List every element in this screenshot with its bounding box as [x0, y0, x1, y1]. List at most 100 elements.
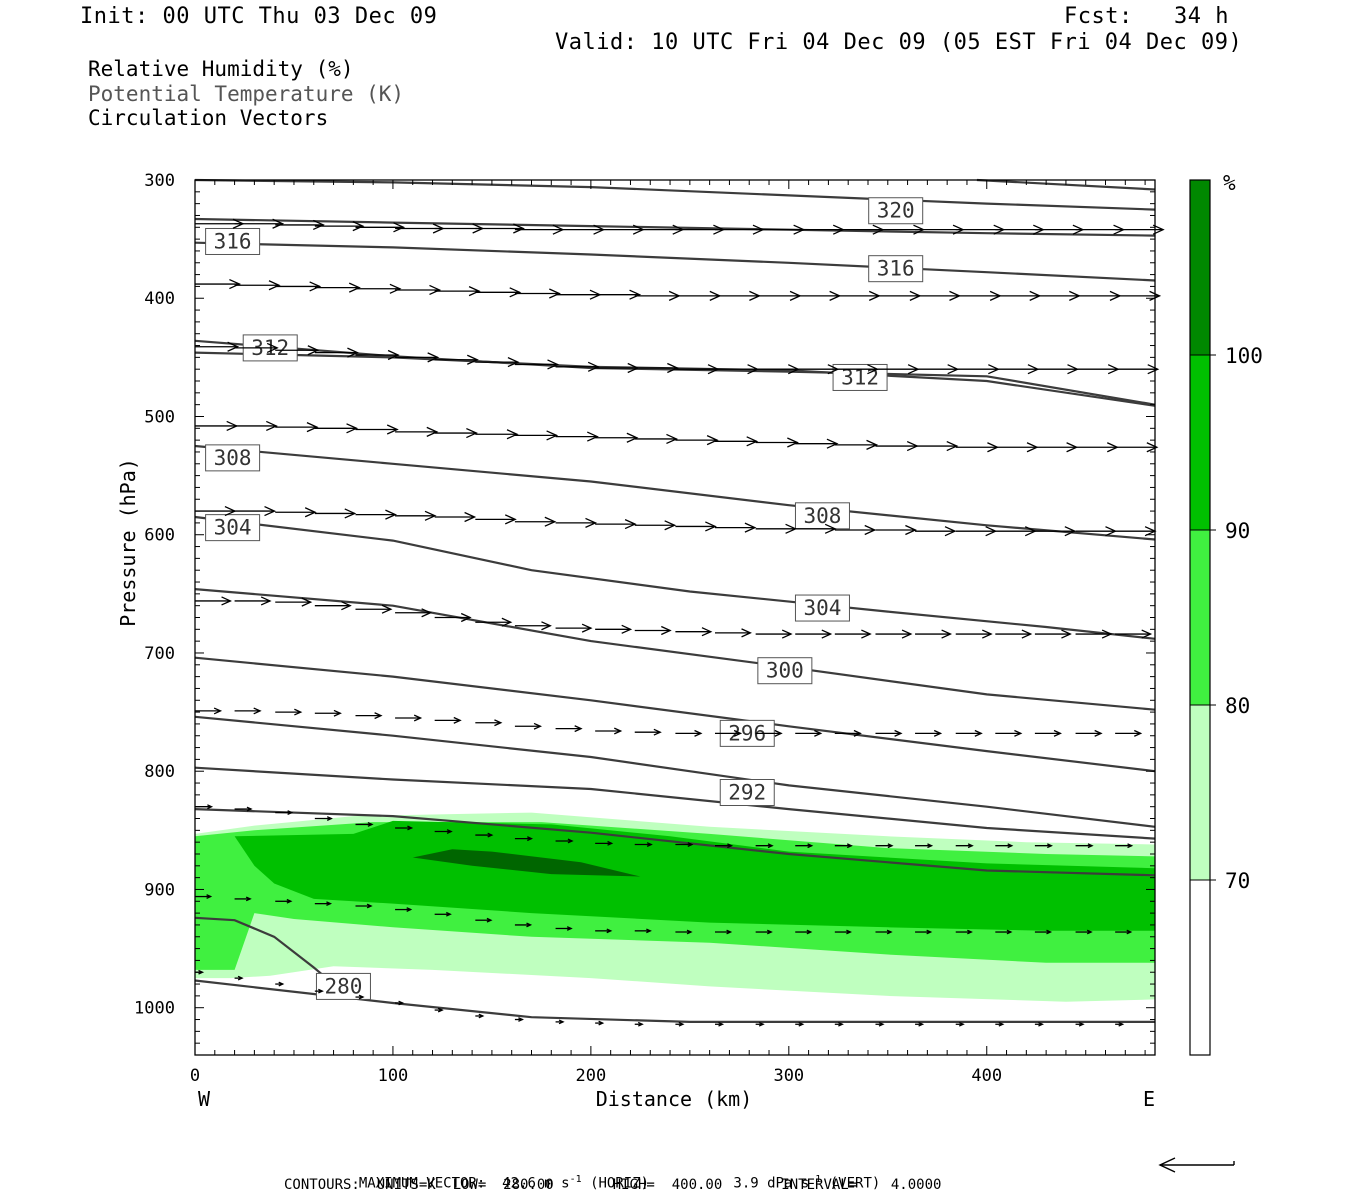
vector-head [494, 719, 503, 727]
vector-head [513, 223, 525, 234]
vector-arrow [995, 290, 1042, 301]
vector-arrow [634, 433, 679, 445]
vector-arrow [634, 520, 677, 531]
vector-head [294, 708, 303, 716]
contour-label-box [757, 657, 813, 685]
vector-head [629, 289, 642, 300]
vector-head [424, 510, 437, 521]
vector-head [741, 628, 752, 638]
vector-arrow [234, 975, 244, 981]
vector-head [727, 843, 734, 849]
vector-arrow [434, 612, 472, 623]
theta-contour-304 [194, 515, 1156, 640]
vector-head [826, 438, 839, 449]
vector-arrow [514, 836, 533, 842]
vector-arrow [195, 707, 223, 715]
vector-arrow [434, 829, 453, 834]
x-tick-label-100: 100 [378, 1066, 409, 1086]
vector-head [333, 709, 342, 717]
vector-head [478, 1013, 485, 1019]
vector-arrow [434, 511, 477, 523]
vector-arrow [395, 426, 439, 437]
contour-label-320: 320 [877, 199, 915, 223]
vector-head [1141, 629, 1153, 639]
vector-arrow [714, 729, 743, 737]
vector-head [853, 729, 862, 737]
vector-head [426, 426, 439, 437]
vector-head [445, 911, 452, 917]
vector-arrow [995, 364, 1040, 375]
vector-head [967, 843, 974, 849]
vector-head [781, 629, 793, 639]
vector-head [846, 929, 853, 935]
theta-contour-288 [194, 766, 1156, 840]
vector-head [427, 352, 440, 363]
vector-arrow [634, 625, 672, 636]
vector-arrow [675, 627, 713, 637]
vector-head [437, 1007, 444, 1013]
vector-arrow [675, 364, 720, 375]
vector-arrow [1034, 1021, 1044, 1027]
vector-head [268, 280, 281, 291]
vector-arrow [395, 1000, 405, 1006]
vector-arrow [1075, 442, 1119, 453]
vector-arrow [355, 424, 399, 435]
vector-head [566, 926, 573, 931]
theta-contour-296 [194, 656, 1156, 773]
vector-arrow [555, 517, 598, 528]
vector-head [886, 929, 893, 935]
vector-arrow [834, 843, 853, 849]
vector-head [421, 608, 433, 618]
vector-arrow [955, 1021, 965, 1027]
vector-head [486, 917, 493, 923]
vector-head [787, 437, 799, 448]
contour-label-box [205, 227, 261, 255]
vector-head [821, 629, 833, 639]
vector-arrow [714, 843, 734, 849]
vector-arrow [795, 629, 833, 639]
vector-head [664, 520, 677, 531]
vector-head [946, 440, 959, 452]
vector-arrow [595, 624, 633, 634]
vector-arrow [955, 929, 973, 935]
vector-arrow [634, 928, 652, 934]
vector-head [398, 1000, 405, 1006]
vector-arrow [355, 712, 383, 720]
vector-head [526, 922, 533, 928]
vector-arrow [395, 352, 440, 363]
vector-arrow [1115, 929, 1133, 935]
vector-head [574, 725, 583, 733]
vector-head [264, 505, 277, 517]
y-tick-label-600: 600 [144, 526, 175, 546]
vector-arrow [1115, 729, 1143, 737]
vector-head [705, 521, 717, 532]
vector-head [1053, 729, 1062, 737]
vector-head [758, 1021, 765, 1027]
rh-region-100 [412, 849, 641, 877]
vector-head [967, 929, 973, 935]
vector-head [614, 727, 623, 735]
max-vector-horiz: 42.6 m s [502, 1175, 570, 1192]
vector-head [726, 929, 733, 935]
vector-head [501, 617, 513, 627]
vector-arrow [915, 440, 959, 452]
reference-vector-arrow [1158, 1157, 1235, 1173]
vector-arrow [675, 729, 703, 737]
vector-head [646, 842, 653, 847]
vector-arrow [514, 516, 557, 527]
vert-exponent: -1 [809, 1174, 822, 1185]
y-tick-label-300: 300 [144, 171, 175, 191]
vector-arrow [395, 608, 433, 618]
vector-arrow [834, 290, 881, 301]
vector-arrow [514, 621, 552, 631]
y-tick-label-500: 500 [144, 407, 175, 427]
vector-arrow [234, 707, 262, 715]
vector-head [1152, 224, 1165, 235]
vector-head [814, 729, 823, 737]
vector-arrow [275, 981, 285, 987]
vector-head [878, 1021, 885, 1027]
vector-head [587, 361, 600, 372]
vector-head [341, 601, 352, 611]
vector-head [413, 714, 423, 722]
vector-head [918, 1021, 925, 1027]
